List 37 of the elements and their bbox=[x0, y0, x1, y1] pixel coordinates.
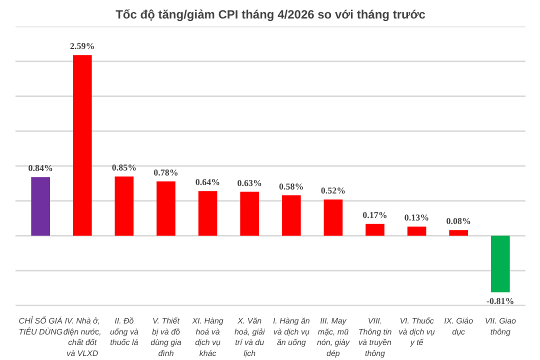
bar bbox=[72, 55, 92, 236]
data-label: 0.08% bbox=[446, 216, 471, 226]
x-tick-label: X. Văn hoá, giải trí và du lịch bbox=[234, 316, 265, 358]
bar bbox=[491, 236, 510, 292]
bar bbox=[449, 230, 468, 236]
x-tick-label: VII. Giao thông bbox=[484, 316, 517, 336]
data-label: 0.17% bbox=[362, 210, 388, 220]
data-label: 0.85% bbox=[112, 162, 137, 172]
bar bbox=[198, 191, 218, 236]
bar bbox=[366, 224, 384, 236]
bar bbox=[156, 181, 176, 236]
bar bbox=[407, 226, 426, 236]
data-label: 0.84% bbox=[28, 163, 53, 174]
data-label: 0.64% bbox=[195, 177, 220, 188]
data-label: -0.81% bbox=[486, 296, 514, 306]
x-tick-label: XI. Hàng hoá và dịch vụ khác bbox=[191, 316, 224, 358]
bar bbox=[114, 176, 134, 236]
data-label: 0.52% bbox=[320, 185, 346, 196]
x-tick-label: II. Đồ uống và thuốc lá bbox=[110, 316, 139, 348]
x-tick-label: V. Thiết bị và đồ dùng gia đình bbox=[150, 316, 182, 358]
data-label: 0.78% bbox=[154, 167, 178, 178]
data-label: 2.59% bbox=[70, 41, 95, 52]
bar bbox=[240, 192, 260, 236]
x-tick-label: IX. Giáo dục bbox=[444, 316, 474, 336]
data-label: 0.58% bbox=[279, 181, 304, 192]
x-tick-label: CHỈ SỐ GIÁ TIÊU DÙNG bbox=[18, 316, 63, 336]
x-tick-label: III. May mặc, mũ nón, giày dép bbox=[316, 316, 350, 358]
x-tick-label: VIII. Thông tin và truyền thông bbox=[358, 316, 392, 358]
x-tick-label: IV. Nhà ở, điện nước, chất đốt và VLXD bbox=[63, 316, 102, 358]
bar bbox=[324, 199, 343, 236]
data-label: 0.13% bbox=[404, 212, 430, 223]
bar bbox=[282, 195, 301, 236]
data-label: 0.63% bbox=[237, 178, 262, 188]
bar bbox=[31, 177, 50, 236]
x-tick-label: I. Hàng ăn và dịch vụ ăn uống bbox=[272, 316, 310, 348]
chart-title: Tốc độ tăng/giảm CPI tháng 4/2026 so với tháng trước bbox=[116, 8, 426, 22]
x-tick-label: VI. Thuốc và dịch vụ y tế bbox=[398, 316, 436, 348]
